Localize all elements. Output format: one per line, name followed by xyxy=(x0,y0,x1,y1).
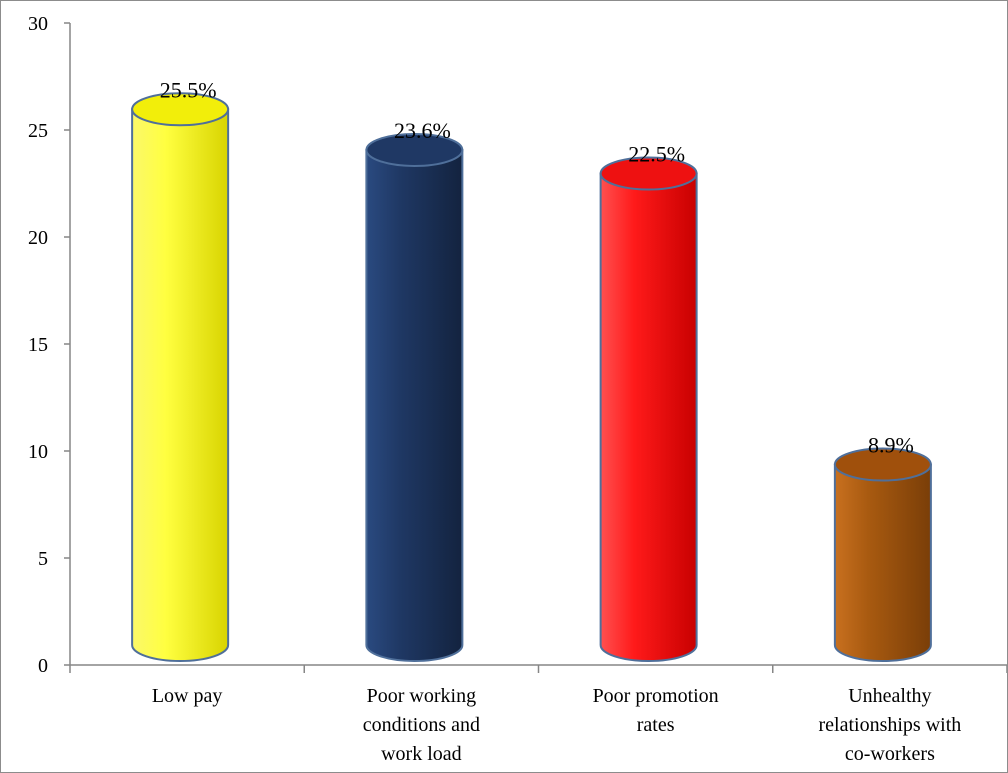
data-label: 23.6% xyxy=(394,118,451,143)
y-tick-label: 20 xyxy=(28,227,48,249)
bar-3 xyxy=(833,447,932,662)
y-tick-label: 0 xyxy=(38,655,48,677)
x-category-label: Unhealthy relationships with co-workers xyxy=(818,685,961,765)
y-tick-label: 15 xyxy=(28,334,48,356)
bar-top xyxy=(365,132,464,167)
x-category-label: Low pay xyxy=(152,685,223,707)
bar-body xyxy=(365,148,464,662)
y-tick-label: 30 xyxy=(28,13,48,35)
data-label: 22.5% xyxy=(628,142,685,167)
x-category-label: Poor working conditions and work load xyxy=(363,685,480,765)
data-label: 25.5% xyxy=(160,77,217,102)
bar-top xyxy=(833,447,932,482)
bar-body xyxy=(599,172,698,662)
bar-0 xyxy=(131,92,230,662)
y-tick-label: 10 xyxy=(28,441,48,463)
data-label: 8.9% xyxy=(868,433,914,458)
x-category-label: Poor promotion rates xyxy=(593,685,719,736)
bar-top xyxy=(131,92,230,127)
bar-body xyxy=(131,108,230,662)
bar-1 xyxy=(365,132,464,662)
y-tick-label: 5 xyxy=(38,548,48,570)
bar-body xyxy=(833,463,932,662)
bar-2 xyxy=(599,156,698,662)
y-tick-label: 25 xyxy=(28,120,48,142)
bar-top xyxy=(599,156,698,191)
